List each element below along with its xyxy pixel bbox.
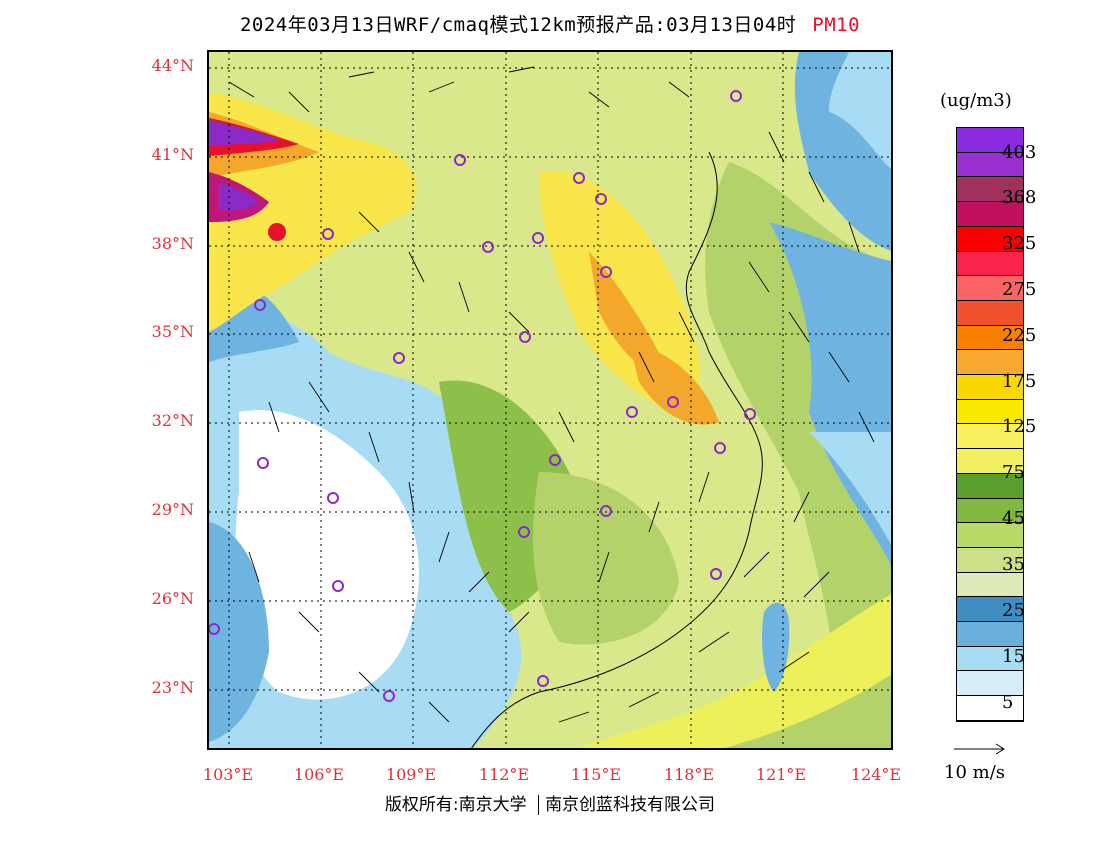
lon-label-124: 124°E	[850, 765, 902, 784]
legend-label-5: 5	[1002, 692, 1014, 713]
legend-label-325: 325	[1002, 233, 1037, 254]
legend-swatch	[957, 375, 1023, 400]
title-text: 2024年03月13日WRF/cmaq模式12km预报产品:03月13日04时	[239, 14, 797, 36]
legend-label-45: 45	[1002, 508, 1025, 529]
legend-label-25: 25	[1002, 600, 1025, 621]
lat-label-29: 29°N	[151, 500, 194, 519]
legend-swatch	[957, 473, 1023, 499]
southwest-blue-region	[209, 522, 269, 742]
chart-title: 2024年03月13日WRF/cmaq模式12km预报产品:03月13日04时 P…	[0, 10, 1100, 37]
legend-swatch	[957, 128, 1023, 153]
wind-reference-arrow	[954, 743, 1005, 755]
lon-label-115: 115°E	[570, 765, 622, 784]
legend-swatch	[957, 276, 1023, 301]
graticule	[209, 52, 891, 748]
company-text: 南京创蓝科技有限公司	[545, 795, 716, 815]
copyright-text: 版权所有:南京大学	[384, 795, 527, 815]
legend-swatch	[957, 696, 1023, 721]
lat-label-44: 44°N	[151, 56, 194, 75]
lat-label-26: 26°N	[151, 589, 194, 608]
legend-colorbar	[956, 127, 1024, 722]
legend-label-125: 125	[1002, 416, 1037, 437]
wind-vectors	[228, 66, 875, 723]
legend-swatch	[957, 547, 1023, 573]
legend-swatch	[957, 177, 1023, 203]
northeast-lightblue-region	[829, 52, 891, 169]
lon-label-109: 109°E	[385, 765, 437, 784]
inner-mongolia-purple-band	[209, 120, 281, 146]
lon-label-121: 121°E	[755, 765, 807, 784]
legend-swatch	[957, 424, 1023, 450]
legend-unit: (ug/m3)	[940, 90, 1012, 111]
legend-swatch	[957, 572, 1023, 598]
legend-swatch	[957, 399, 1023, 425]
lat-label-38: 38°N	[151, 234, 194, 253]
legend-swatch	[957, 325, 1023, 351]
legend-swatch	[957, 300, 1023, 326]
legend-swatch	[957, 449, 1023, 474]
lon-label-118: 118°E	[663, 765, 715, 784]
south-sea-yellow-region	[573, 594, 891, 748]
pollutant-label: PM10	[812, 14, 861, 36]
sichuan-white-region	[235, 410, 419, 700]
legend-label-403: 403	[1002, 142, 1037, 163]
lon-label-112: 112°E	[478, 765, 530, 784]
legend-label-35: 35	[1002, 554, 1025, 575]
legend-swatch	[957, 597, 1023, 623]
legend-swatch	[957, 152, 1023, 178]
lat-label-32: 32°N	[151, 411, 194, 430]
lat-label-35: 35°N	[151, 322, 194, 341]
legend-label-15: 15	[1002, 646, 1025, 667]
map-canvas	[209, 52, 891, 748]
lon-label-103: 103°E	[202, 765, 254, 784]
south-sea-green-region	[724, 674, 891, 748]
lat-label-41: 41°N	[151, 145, 194, 164]
legend-swatch	[957, 523, 1023, 548]
legend-swatch	[957, 202, 1023, 227]
legend-swatch	[957, 646, 1023, 672]
footer: 版权所有:南京大学 南京创蓝科技有限公司	[0, 790, 1100, 815]
legend-label-175: 175	[1002, 371, 1037, 392]
legend-swatch	[957, 671, 1023, 697]
legend-swatch	[957, 350, 1023, 376]
lon-label-106: 106°E	[293, 765, 345, 784]
east-sea-lightblue-region	[809, 432, 891, 545]
legend-label-75: 75	[1002, 462, 1025, 483]
pm10-concentration-map	[207, 50, 893, 750]
red-hotspot	[268, 223, 286, 241]
legend-swatch	[957, 622, 1023, 647]
north-plain-orange-region	[589, 252, 669, 374]
legend-label-368: 368	[1002, 187, 1037, 208]
jiangsu-orange-region	[629, 342, 719, 425]
legend-swatch	[957, 251, 1023, 277]
wind-reference-label: 10 m/s	[944, 762, 1005, 783]
lat-label-23: 23°N	[151, 678, 194, 697]
city-markers	[209, 90, 756, 702]
coastline	[471, 151, 763, 748]
legend-swatch	[957, 498, 1023, 524]
legend-label-225: 225	[1002, 325, 1037, 346]
legend-swatch	[957, 226, 1023, 252]
legend-label-275: 275	[1002, 279, 1037, 300]
